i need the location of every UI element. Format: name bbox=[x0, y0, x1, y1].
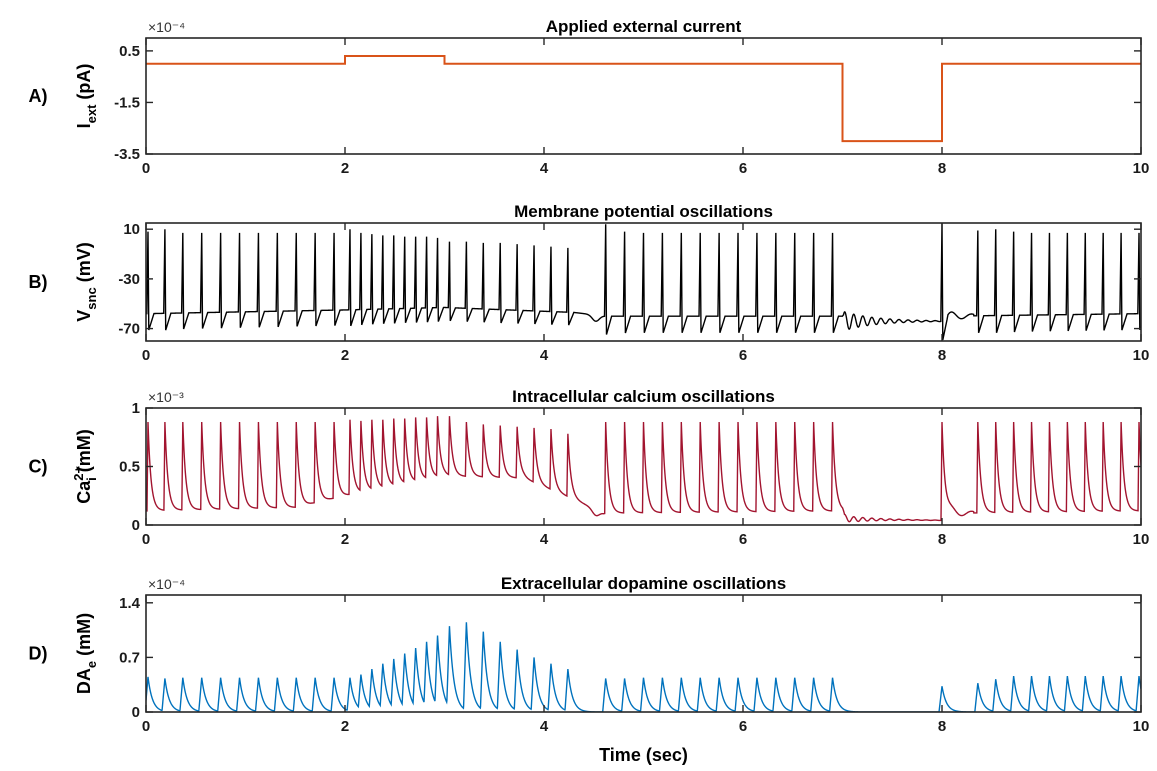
axis-exponent: ×10⁻⁴ bbox=[148, 19, 185, 35]
x-tick-label: 0 bbox=[142, 531, 150, 548]
panel-title: Intracellular calcium oscillations bbox=[512, 387, 775, 406]
x-tick-label: 0 bbox=[142, 347, 150, 364]
axis-exponent: ×10⁻³ bbox=[148, 389, 184, 405]
x-tick-label: 2 bbox=[341, 160, 349, 177]
axes-box bbox=[145, 222, 1142, 342]
x-tick-label: 8 bbox=[938, 718, 946, 735]
x-tick-label: 0 bbox=[142, 160, 150, 177]
x-tick-label: 6 bbox=[739, 531, 747, 548]
panel-title: Membrane potential oscillations bbox=[514, 202, 773, 221]
panel-d: 0 2 4 6 8 10 0 0.7 1.4 ×10⁻⁴ Extracellular dopamin… bbox=[29, 574, 1150, 735]
panel-title: Extracellular dopamine oscillations bbox=[501, 574, 786, 593]
y-tick-label: 0.5 bbox=[119, 43, 140, 60]
panel-b: 0 2 4 6 8 10 -70 -30 10 Membrane potential oscill… bbox=[29, 202, 1150, 364]
series-line bbox=[146, 622, 1141, 712]
axes-box bbox=[145, 37, 1142, 155]
panel-title: Applied external current bbox=[546, 17, 742, 36]
panel-a: 0 2 4 6 8 10 -3.5 -1.5 0.5 ×10⁻⁴ Applied external … bbox=[29, 17, 1150, 177]
axes-box bbox=[145, 594, 1142, 713]
x-tick-label: 4 bbox=[540, 160, 549, 177]
y-axis-label: DAe(mM) bbox=[74, 613, 99, 694]
y-tick-label: 0.7 bbox=[119, 649, 140, 666]
x-tick-label: 0 bbox=[142, 718, 150, 735]
panel-c: 0 2 4 6 8 10 0 0.5 1 ×10⁻³ Intracellular calcium o… bbox=[29, 387, 1150, 548]
series-line bbox=[146, 223, 1141, 341]
x-tick-label: 10 bbox=[1133, 347, 1150, 364]
y-axis-label: Ca2+i(mM) bbox=[71, 429, 99, 503]
y-tick-label: 0 bbox=[132, 517, 140, 534]
y-axis-label: Vsnc(mV) bbox=[74, 242, 99, 321]
series-line bbox=[146, 55, 1141, 143]
x-tick-label: 2 bbox=[341, 531, 349, 548]
x-axis-label: Time (sec) bbox=[599, 745, 688, 765]
y-tick-label: 1.4 bbox=[119, 595, 141, 612]
x-tick-label: 2 bbox=[341, 718, 349, 735]
y-tick-label: -3.5 bbox=[114, 146, 140, 163]
y-tick-label: 10 bbox=[123, 221, 140, 238]
x-tick-label: 8 bbox=[938, 160, 946, 177]
y-tick-label: 0.5 bbox=[119, 459, 140, 476]
y-tick-label: -70 bbox=[118, 321, 140, 338]
panel-letter: C) bbox=[29, 457, 48, 477]
x-tick-label: 8 bbox=[938, 531, 946, 548]
panel-letter: D) bbox=[29, 644, 48, 664]
y-tick-label: 1 bbox=[132, 400, 140, 417]
y-tick-label: -30 bbox=[118, 271, 140, 288]
x-tick-label: 2 bbox=[341, 347, 349, 364]
axis-exponent: ×10⁻⁴ bbox=[148, 576, 185, 592]
panel-letter: B) bbox=[29, 272, 48, 292]
series-line bbox=[146, 416, 1141, 523]
y-tick-label: -1.5 bbox=[114, 94, 140, 111]
x-tick-label: 4 bbox=[540, 347, 549, 364]
x-tick-label: 4 bbox=[540, 718, 549, 735]
x-tick-label: 10 bbox=[1133, 531, 1150, 548]
x-tick-label: 6 bbox=[739, 347, 747, 364]
x-tick-label: 4 bbox=[540, 531, 549, 548]
y-axis-label: Iext(pA) bbox=[74, 64, 99, 129]
x-tick-label: 10 bbox=[1133, 160, 1150, 177]
x-tick-label: 6 bbox=[739, 718, 747, 735]
y-tick-label: 0 bbox=[132, 704, 140, 721]
x-tick-label: 10 bbox=[1133, 718, 1150, 735]
panel-letter: A) bbox=[29, 86, 48, 106]
x-tick-label: 8 bbox=[938, 347, 946, 364]
x-tick-label: 6 bbox=[739, 160, 747, 177]
